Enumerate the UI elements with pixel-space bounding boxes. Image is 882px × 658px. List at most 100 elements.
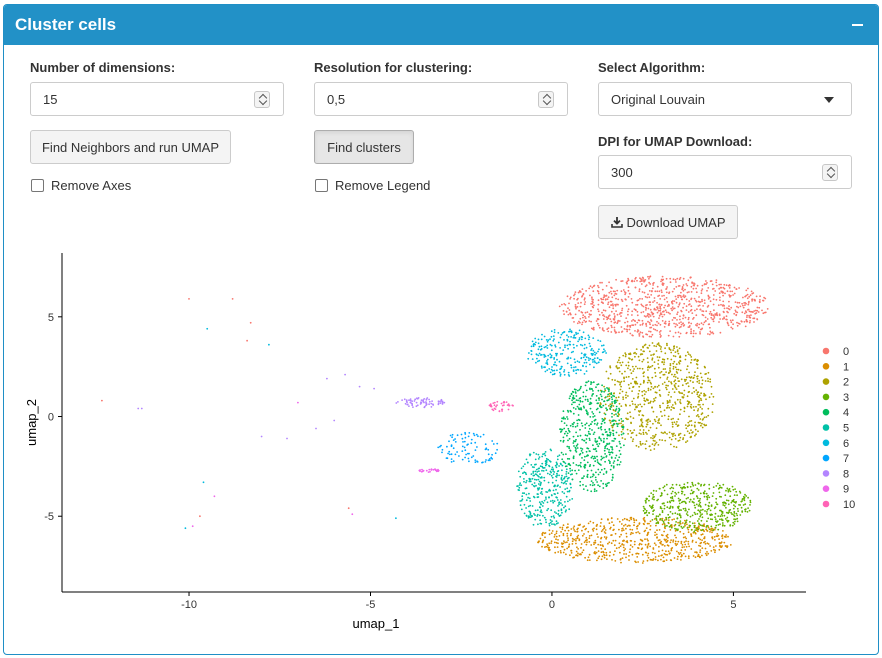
point-cluster-4 bbox=[569, 424, 572, 427]
point-cluster-2 bbox=[664, 352, 667, 355]
point-cluster-0 bbox=[701, 298, 703, 301]
point-cluster-0 bbox=[636, 279, 638, 282]
point-cluster-2 bbox=[701, 408, 703, 410]
point-cluster-4 bbox=[592, 416, 594, 418]
dpi-input[interactable]: 300 bbox=[598, 155, 852, 189]
point-cluster-2 bbox=[646, 433, 648, 435]
point-cluster-4 bbox=[596, 422, 599, 425]
point-cluster-0 bbox=[621, 307, 624, 310]
point-cluster-2 bbox=[627, 367, 629, 370]
point-cluster-4 bbox=[612, 429, 615, 432]
point-cluster-1 bbox=[578, 538, 581, 541]
point-cluster-3 bbox=[675, 528, 678, 530]
point-cluster-1 bbox=[655, 544, 657, 546]
point-cluster-1 bbox=[637, 547, 639, 549]
point-cluster-4 bbox=[577, 407, 580, 409]
resolution-input[interactable]: 0,5 bbox=[314, 82, 568, 116]
dimensions-input[interactable]: 15 bbox=[30, 82, 284, 116]
dimensions-spinner-icon[interactable] bbox=[254, 91, 270, 108]
point-cluster-4 bbox=[593, 415, 596, 417]
find-clusters-button[interactable]: Find clusters bbox=[314, 130, 414, 164]
point-cluster-0 bbox=[685, 305, 688, 308]
point-cluster-2 bbox=[638, 389, 641, 392]
point-cluster-5 bbox=[566, 490, 569, 493]
point-cluster-1 bbox=[630, 531, 633, 534]
collapse-minus-icon[interactable] bbox=[852, 18, 864, 32]
point-cluster-2 bbox=[695, 405, 697, 408]
remove-legend-checkbox[interactable]: Remove Legend bbox=[315, 178, 430, 193]
point-cluster-5 bbox=[528, 497, 531, 500]
point-cluster-2 bbox=[662, 402, 664, 405]
point-cluster-5 bbox=[540, 488, 543, 490]
point-cluster-2 bbox=[696, 409, 699, 412]
point-cluster-3 bbox=[722, 501, 724, 504]
remove-axes-checkbox[interactable]: Remove Axes bbox=[31, 178, 131, 193]
point-cluster-4 bbox=[592, 393, 595, 395]
point-cluster-1 bbox=[660, 534, 663, 536]
point-cluster-0 bbox=[582, 316, 584, 319]
point-cluster-2 bbox=[652, 387, 655, 390]
point-cluster-2 bbox=[671, 404, 674, 406]
point-cluster-0 bbox=[706, 306, 709, 308]
point-cluster-2 bbox=[689, 405, 692, 408]
point-cluster-1 bbox=[677, 540, 680, 543]
point-cluster-2 bbox=[671, 432, 673, 435]
point-cluster-5 bbox=[529, 514, 532, 516]
point-cluster-4 bbox=[590, 383, 592, 385]
point-cluster-0 bbox=[581, 321, 584, 324]
point-cluster-4 bbox=[575, 451, 578, 453]
point-cluster-4 bbox=[592, 381, 595, 384]
point-cluster-2 bbox=[654, 433, 657, 436]
resolution-spinner-icon[interactable] bbox=[538, 91, 554, 108]
point-cluster-5 bbox=[527, 496, 529, 499]
download-umap-button[interactable]: Download UMAP bbox=[598, 205, 738, 239]
point-cluster-0 bbox=[644, 279, 647, 281]
point-cluster-0 bbox=[729, 319, 732, 322]
remove-axes-checkbox-box[interactable] bbox=[31, 179, 44, 192]
point-cluster-2 bbox=[611, 378, 614, 381]
point-cluster-0 bbox=[642, 335, 644, 338]
algorithm-select[interactable]: Original Louvain bbox=[598, 82, 852, 116]
dpi-spinner-icon[interactable] bbox=[822, 164, 838, 181]
point-cluster-4 bbox=[572, 457, 575, 460]
point-cluster-1 bbox=[556, 546, 559, 548]
point-cluster-0 bbox=[750, 290, 753, 293]
point-cluster-1 bbox=[695, 529, 698, 532]
point-cluster-4 bbox=[562, 453, 565, 456]
point-cluster-0 bbox=[715, 279, 718, 281]
point-cluster-5 bbox=[546, 501, 549, 504]
point-cluster-5 bbox=[538, 456, 541, 458]
point-cluster-3 bbox=[644, 512, 646, 514]
point-cluster-2 bbox=[645, 431, 647, 434]
point-cluster-4 bbox=[591, 411, 594, 413]
remove-legend-checkbox-box[interactable] bbox=[315, 179, 328, 192]
point-cluster-1 bbox=[660, 558, 662, 561]
point-cluster-1 bbox=[663, 526, 666, 529]
point-cluster-0 bbox=[727, 324, 730, 327]
point-cluster-1 bbox=[704, 543, 707, 545]
point-cluster-6 bbox=[546, 360, 548, 362]
point-cluster-5 bbox=[519, 482, 521, 485]
point-cluster-1 bbox=[711, 527, 713, 530]
point-cluster-2 bbox=[642, 381, 645, 384]
point-cluster-2 bbox=[603, 417, 606, 420]
point-cluster-1 bbox=[647, 531, 650, 534]
point-cluster-4 bbox=[580, 422, 583, 425]
point-cluster-1 bbox=[711, 536, 713, 539]
point-cluster-5 bbox=[561, 511, 563, 514]
point-cluster-4 bbox=[596, 481, 598, 483]
point-cluster-1 bbox=[715, 545, 717, 547]
point-cluster-5 bbox=[564, 501, 566, 503]
point-cluster-1 bbox=[550, 540, 553, 543]
point-cluster-0 bbox=[591, 286, 594, 289]
point-cluster-6 bbox=[592, 337, 595, 339]
point-cluster-3 bbox=[704, 503, 707, 506]
point-cluster-3 bbox=[744, 508, 746, 511]
point-cluster-2 bbox=[616, 367, 619, 370]
point-cluster-0 bbox=[582, 293, 585, 295]
point-cluster-1 bbox=[706, 542, 709, 545]
find-neighbors-button[interactable]: Find Neighbors and run UMAP bbox=[30, 130, 231, 164]
point-cluster-0 bbox=[762, 299, 765, 302]
point-cluster-2 bbox=[643, 397, 646, 400]
point-cluster-6 bbox=[538, 345, 541, 348]
